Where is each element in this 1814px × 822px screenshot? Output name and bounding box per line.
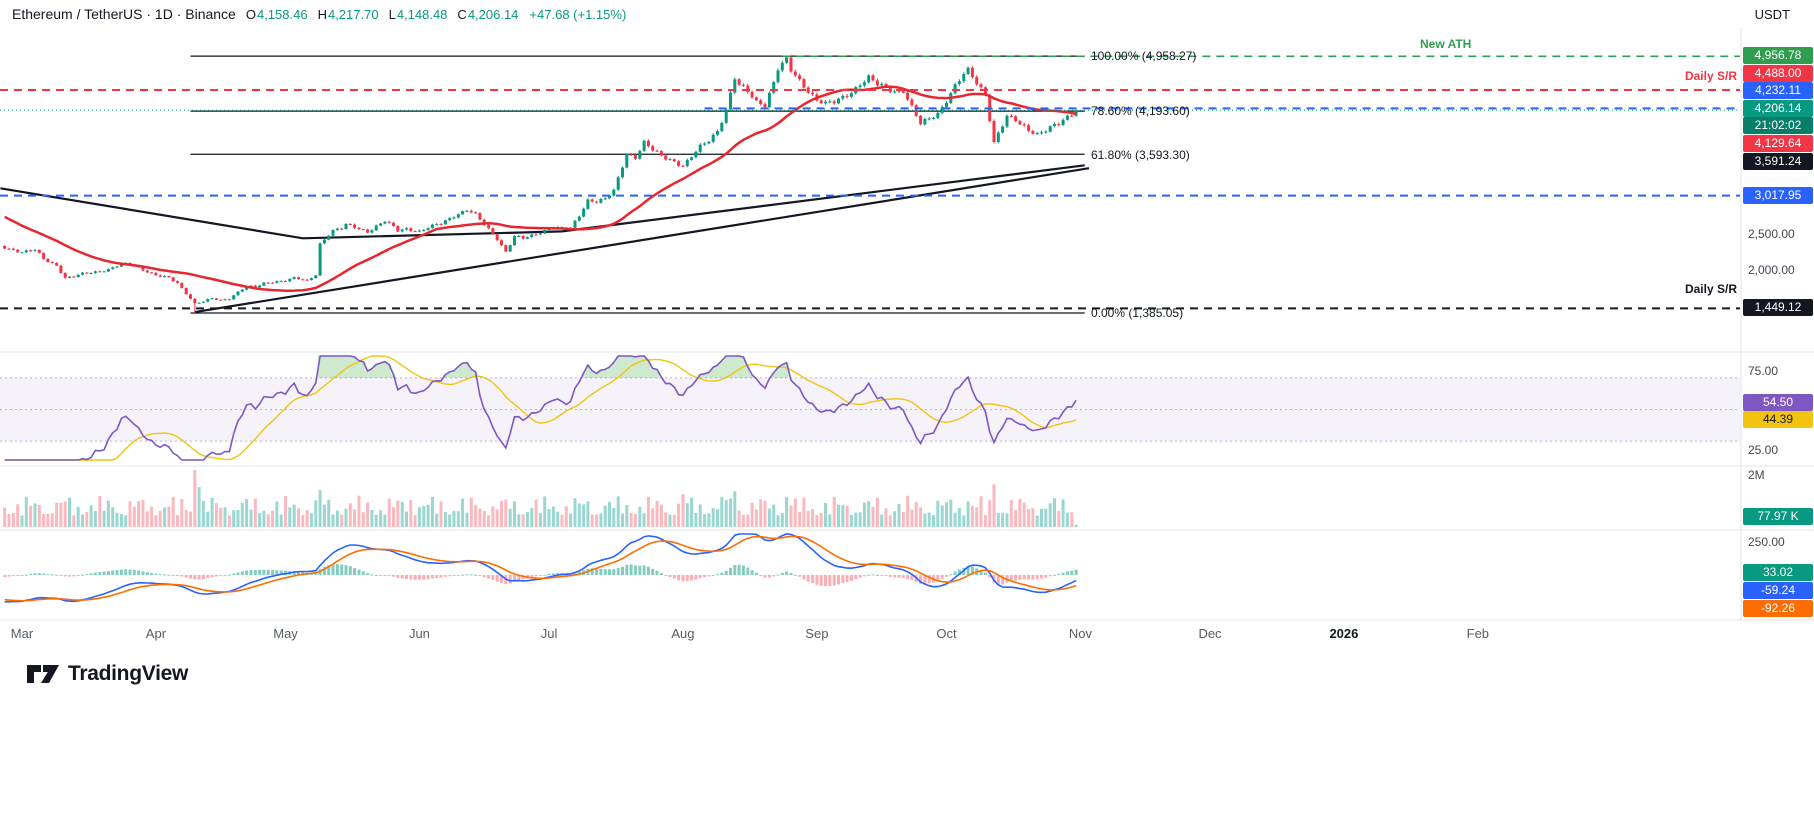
price-scale[interactable]: 4,956.78 4,488.00 4,232.11 4,206.14 21:0… [1742, 28, 1814, 620]
close-value: 4,206.14 [467, 7, 519, 22]
volume-value-badge: 77.97 K [1743, 508, 1813, 525]
open-value: 4,158.46 [256, 7, 308, 22]
price-badge-3017: 3,017.95 [1743, 187, 1813, 204]
price-badge-sr-lower: 1,449.12 [1743, 299, 1813, 316]
symbol-title[interactable]: Ethereum / TetherUS · 1D · Binance [12, 6, 236, 22]
price-badge-sr-upper: 4,488.00 [1743, 65, 1813, 82]
time-axis-label-2026: 2026 [1329, 626, 1359, 641]
low-value: 4,148.48 [396, 7, 448, 22]
rsi-ma-badge: 44.39 [1743, 411, 1813, 428]
last-price-badge: 4,206.14 [1743, 100, 1813, 117]
macd-hist-badge: 33.02 [1743, 564, 1813, 581]
currency-unit-toggle[interactable]: USDT [1754, 7, 1790, 22]
rsi-scale[interactable]: 75.00 54.50 44.39 25.00 [1742, 352, 1814, 466]
time-axis-label-dec: Dec [1198, 626, 1222, 641]
time-axis-label-aug: Aug [671, 626, 695, 641]
price-label-2500: 2,500.00 [1748, 227, 1795, 241]
open-label: O [245, 7, 256, 22]
volume-scale[interactable]: 2M 77.97 K [1742, 466, 1814, 530]
price-badge-4129: 4,129.64 [1743, 135, 1813, 152]
macd-line-badge: -59.24 [1743, 582, 1813, 599]
macd-scale[interactable]: 250.00 33.02 -59.24 -92.26 [1742, 530, 1814, 620]
ohlc-close: C4,206.14 [457, 6, 518, 22]
macd-signal-badge: -92.26 [1743, 600, 1813, 617]
fib-label-100[interactable]: 100.00% (4,958.27) [1091, 49, 1197, 63]
tradingview-logo-text: TradingView [68, 662, 189, 685]
time-axis-label-jun: Jun [408, 626, 430, 641]
time-axis-label-mar: Mar [10, 626, 34, 641]
close-label: C [457, 7, 467, 22]
tradingview-logo-icon [27, 665, 59, 683]
ohlc-open: O4,158.46 [246, 6, 308, 22]
price-badge-3591: 3,591.24 [1743, 153, 1813, 170]
change-value: +47.68 (+1.15%) [529, 6, 627, 22]
time-axis-label-jul: Jul [540, 626, 558, 641]
daily-sr-upper-label[interactable]: Daily S/R [1684, 69, 1737, 83]
price-badge-4232: 4,232.11 [1743, 82, 1813, 99]
rsi-label-25: 25.00 [1748, 443, 1779, 457]
high-label: H [317, 7, 327, 22]
time-axis-label-feb: Feb [1466, 626, 1490, 641]
chart-header: Ethereum / TetherUS · 1D · Binance O4,15… [0, 0, 626, 28]
new-ath-label[interactable]: New ATH [1420, 37, 1472, 51]
fib-label-0[interactable]: 0.00% (1,385.05) [1091, 306, 1184, 320]
time-axis-label-nov: Nov [1068, 626, 1092, 641]
time-axis-label-may: May [273, 626, 298, 641]
tradingview-logo[interactable]: TradingView [26, 660, 188, 688]
fib-label-618[interactable]: 61.80% (3,593.30) [1091, 148, 1190, 162]
daily-sr-lower-label[interactable]: Daily S/R [1684, 282, 1737, 296]
time-axis-label-sep: Sep [805, 626, 829, 641]
time-axis-label-apr: Apr [145, 626, 167, 641]
price-badge-ath: 4,956.78 [1743, 47, 1813, 64]
rsi-value-badge: 54.50 [1743, 394, 1813, 411]
candle-countdown: 21:02:02 [1743, 117, 1813, 134]
macd-label-250: 250.00 [1748, 535, 1785, 549]
fib-label-786[interactable]: 78.60% (4,193.60) [1091, 104, 1190, 118]
rsi-label-75: 75.00 [1748, 364, 1779, 378]
high-value: 4,217.70 [327, 7, 379, 22]
ohlc-low: L4,148.48 [389, 6, 448, 22]
volume-label-2m: 2M [1748, 468, 1765, 482]
price-label-2000: 2,000.00 [1748, 263, 1795, 277]
ohlc-high: H4,217.70 [318, 6, 379, 22]
low-label: L [388, 7, 396, 22]
time-axis[interactable]: Mar Apr May Jun Jul Aug Sep Oct Nov Dec 2026 Feb [0, 620, 1814, 648]
time-axis-label-oct: Oct [936, 626, 957, 641]
